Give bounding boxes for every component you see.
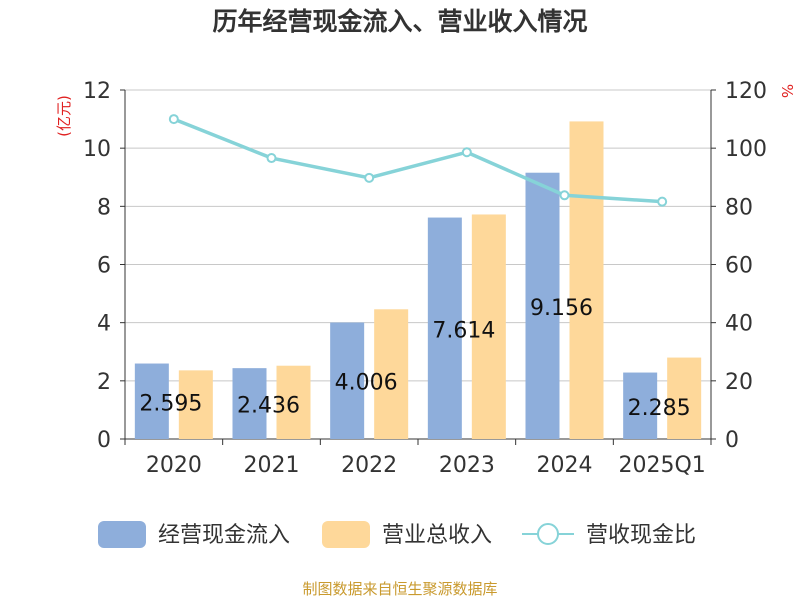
bar-cash-inflow [623,372,658,439]
source-note: 制图数据来自恒生聚源数据库 [302,580,498,598]
data-label: 2.595 [139,391,202,416]
bar-revenue [178,370,213,439]
y-tick-label-right: 0 [725,428,739,453]
legend-swatch [322,521,370,548]
y-tick-label-right: 20 [725,370,753,395]
y-tick-label-left: 12 [83,79,111,104]
bar-cash-inflow [330,322,365,439]
y-tick-label-left: 10 [83,137,111,162]
chart-title: 历年经营现金流入、营业收入情况 [212,7,588,36]
line-point [364,172,375,183]
bar-revenue [667,357,702,439]
x-tick-label: 2024 [537,453,593,478]
x-tick-label: 2020 [146,453,202,478]
x-tick-label: 2023 [439,453,495,478]
data-label: 7.614 [432,318,495,343]
bar-revenue [276,365,311,439]
x-tick-label: 2022 [341,453,397,478]
x-tick-label: 2021 [244,453,300,478]
data-label: 2.285 [628,396,691,421]
bar-revenue [471,214,506,439]
bar-cash-inflow [232,368,267,439]
data-label: 4.006 [335,371,398,396]
line-point [559,190,570,201]
y-tick-label-right: 100 [725,137,767,162]
bar-revenue [569,121,604,439]
y-tick-label-left: 2 [97,370,111,395]
y-tick-label-left: 8 [97,195,111,220]
y-tick-label-left: 6 [97,254,111,279]
data-label: 2.436 [237,394,300,419]
x-tick-label: 2025Q1 [619,453,706,478]
y-axis-label-right: % [778,84,796,98]
line-ratio [173,117,663,204]
y-axis-label-left: (亿元) [55,95,73,137]
legend-label: 经营现金流入 [158,523,290,548]
bar-revenue [374,309,409,439]
y-tick-label-right: 80 [725,195,753,220]
line-point [461,147,472,158]
bar-cash-inflow [427,217,462,439]
legend-marker [537,523,559,545]
bar-cash-inflow [525,172,560,439]
y-tick-label-right: 40 [725,312,753,337]
line-point [168,114,179,125]
y-tick-label-left: 4 [97,312,111,337]
y-tick-label-left: 0 [97,428,111,453]
line-point [266,153,277,164]
data-label: 9.156 [530,296,593,321]
y-tick-label-right: 60 [725,254,753,279]
legend-label: 营收现金比 [586,523,696,548]
legend-swatch [98,521,146,548]
line-point [657,196,668,207]
bar-cash-inflow [134,363,169,439]
y-tick-label-right: 120 [725,79,767,104]
legend-label: 营业总收入 [382,523,492,548]
